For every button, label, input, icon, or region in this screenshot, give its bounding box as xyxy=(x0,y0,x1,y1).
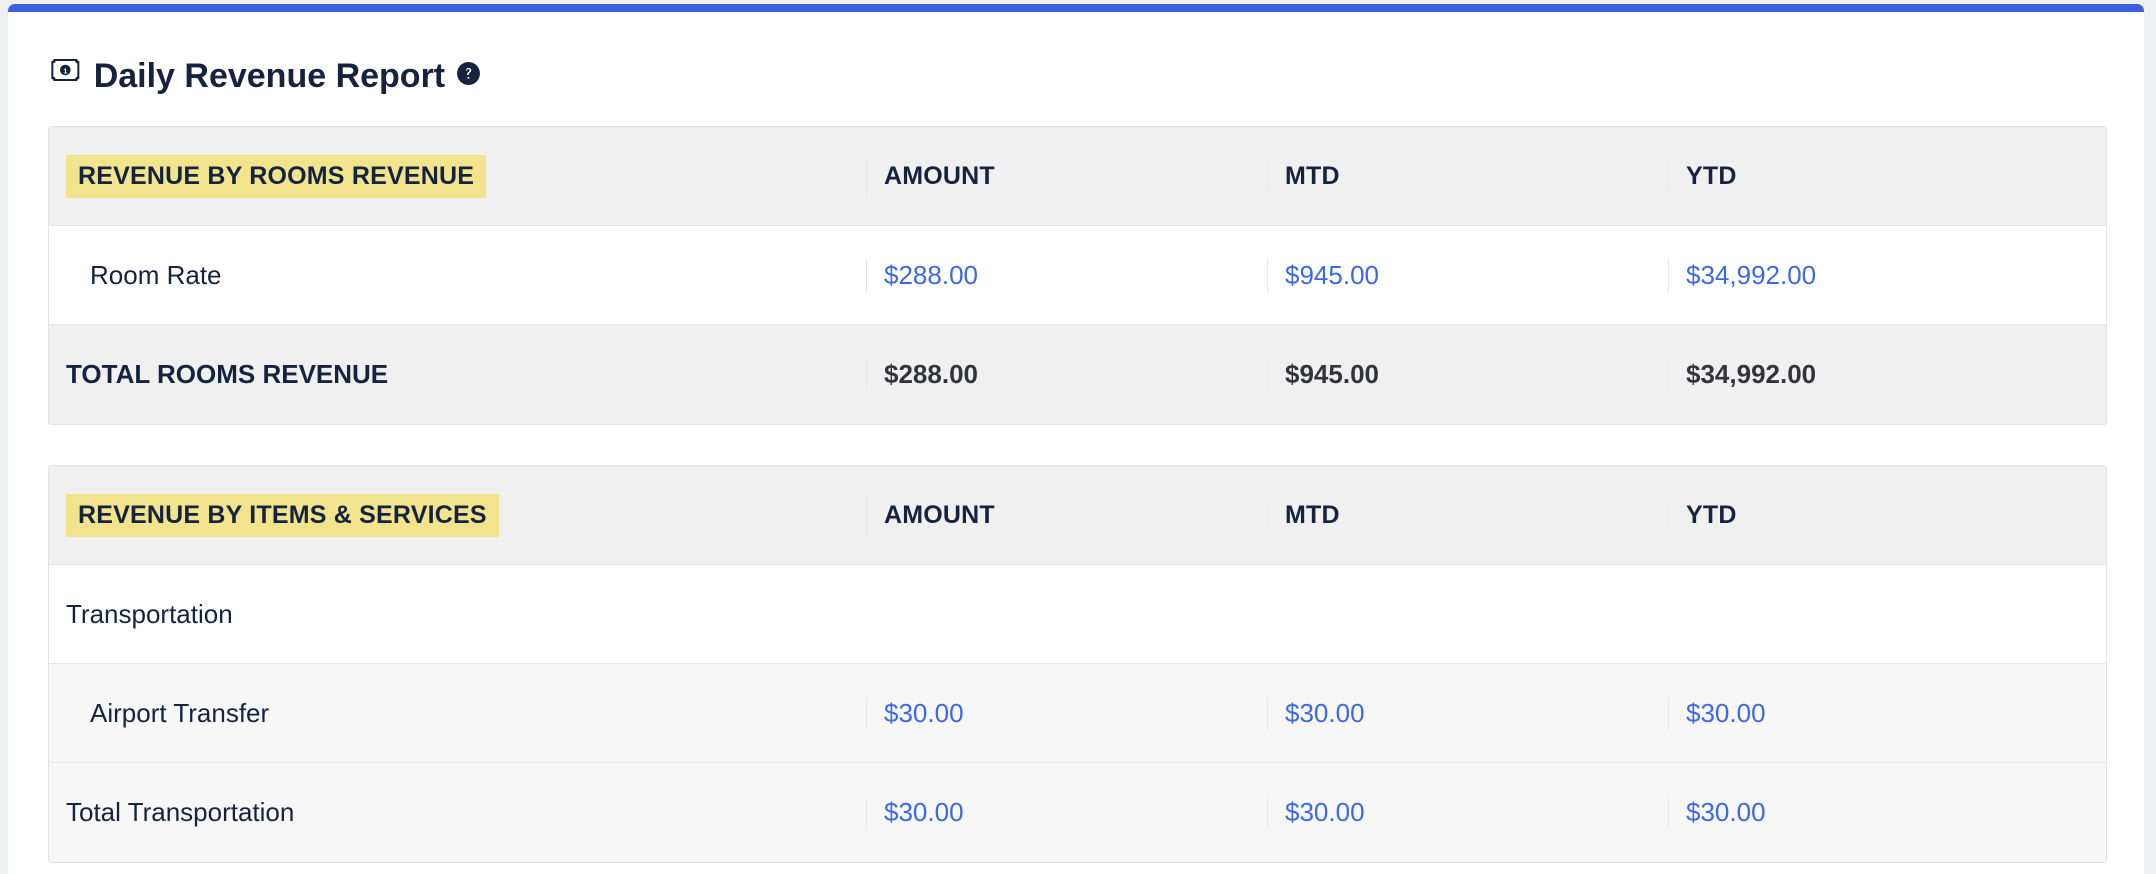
svg-text:1: 1 xyxy=(63,66,67,75)
